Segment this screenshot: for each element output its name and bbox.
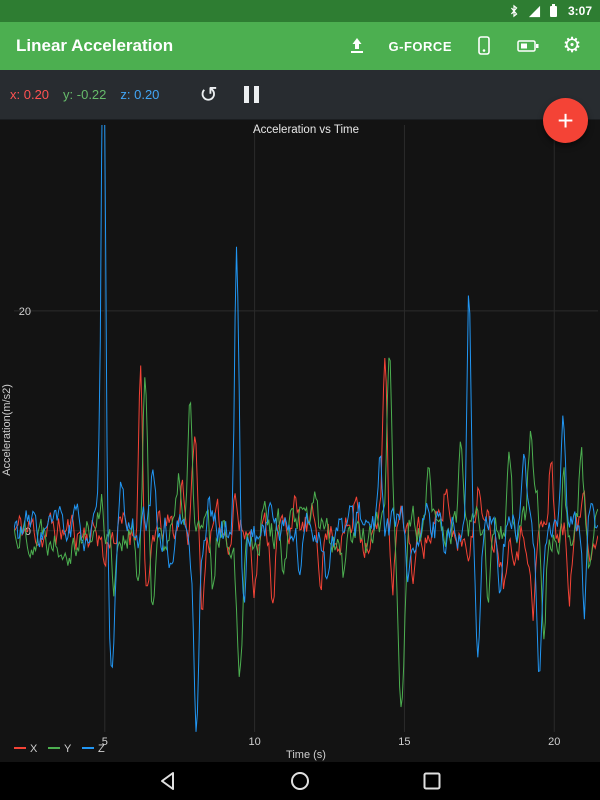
acceleration-chart: 5 10 15 20 0 20 Acceleration vs Time Time (s) Ac… xyxy=(0,120,600,762)
series-line-y xyxy=(14,357,598,708)
app-bar: Linear Acceleration G-FORCE ⚙ xyxy=(0,22,600,70)
y-axis-label: Acceleration(m/s2) xyxy=(1,384,13,476)
device-sensor-icon[interactable] xyxy=(472,34,496,58)
android-nav-bar xyxy=(0,762,600,800)
recents-button[interactable] xyxy=(402,766,462,796)
refresh-icon[interactable]: ↺ xyxy=(199,81,218,107)
x-tick-label: 20 xyxy=(548,736,560,748)
add-record-fab[interactable]: + xyxy=(543,98,588,143)
z-value-label: z: 0.20 xyxy=(120,87,160,102)
sensor-toolbar: x: 0.20 y: -0.22 z: 0.20 ↺ xyxy=(0,70,600,120)
back-button[interactable] xyxy=(138,766,198,796)
y-tick-label: 20 xyxy=(19,306,31,318)
y-value-label: y: -0.22 xyxy=(63,87,107,102)
page-title: Linear Acceleration xyxy=(16,36,174,55)
app-bar-actions: G-FORCE ⚙ xyxy=(345,34,584,58)
x-axis-label: Time (s) xyxy=(286,749,326,761)
x-tick-label: 5 xyxy=(102,736,108,748)
upload-icon[interactable] xyxy=(345,34,369,58)
legend-label-y: Y xyxy=(64,743,72,755)
x-tick-label: 15 xyxy=(398,736,410,748)
x-tick-label: 10 xyxy=(248,736,260,748)
pause-icon[interactable] xyxy=(243,86,259,103)
signal-icon xyxy=(528,4,542,18)
chart-title: Acceleration vs Time xyxy=(253,124,359,136)
battery-icon xyxy=(549,4,559,18)
series-line-z xyxy=(14,125,598,732)
settings-gear-icon[interactable]: ⚙ xyxy=(562,34,582,57)
legend-label-x: X xyxy=(30,743,38,755)
battery-status-icon[interactable] xyxy=(516,34,540,58)
status-time: 3:07 xyxy=(567,4,592,18)
home-button[interactable] xyxy=(270,766,330,796)
bluetooth-icon xyxy=(507,4,521,18)
x-value-label: x: 0.20 xyxy=(10,87,50,102)
series-line-x xyxy=(14,357,598,621)
gforce-button[interactable]: G-FORCE xyxy=(388,38,452,54)
legend-label-z: Z xyxy=(98,743,105,755)
status-bar: 3:07 xyxy=(0,0,600,22)
